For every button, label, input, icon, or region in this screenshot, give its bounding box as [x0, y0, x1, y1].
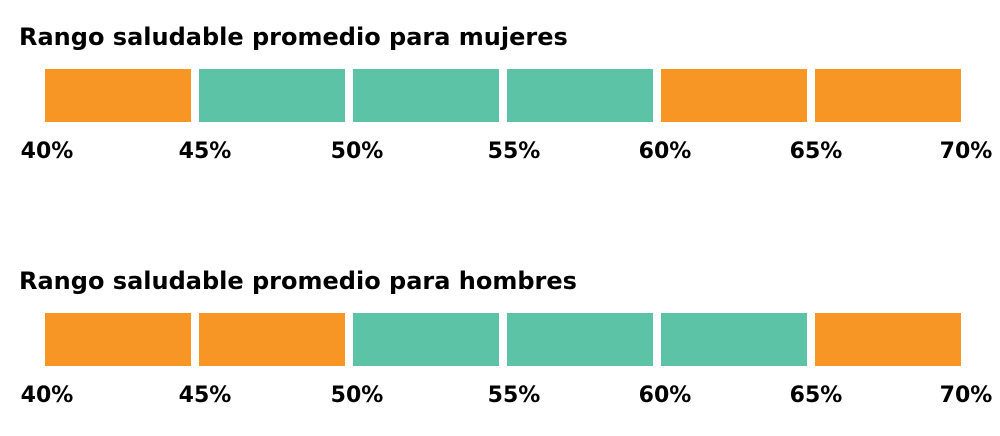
men-range-title: Rango saludable promedio para hombres	[19, 267, 577, 295]
women-segment-65-70	[815, 69, 961, 122]
men-tick-65: 65%	[789, 383, 843, 408]
women-segment-55-60	[507, 69, 653, 122]
women-segment-60-65	[661, 69, 807, 122]
men-tick-60: 60%	[638, 383, 692, 408]
men-tick-55: 55%	[487, 383, 541, 408]
women-segment-50-55	[353, 69, 499, 122]
men-tick-50: 50%	[330, 383, 384, 408]
women-segment-40-45	[45, 69, 191, 122]
men-range-bar	[45, 313, 961, 366]
men-tick-70: 70%	[939, 383, 993, 408]
women-range-title: Rango saludable promedio para mujeres	[19, 23, 568, 51]
women-tick-45: 45%	[178, 139, 232, 164]
men-segment-40-45	[45, 313, 191, 366]
men-tick-45: 45%	[178, 383, 232, 408]
women-tick-70: 70%	[939, 139, 993, 164]
women-tick-40: 40%	[20, 139, 74, 164]
men-segment-45-50	[199, 313, 345, 366]
men-range-section: Rango saludable promedio para hombres 40…	[0, 266, 1000, 426]
women-tick-65: 65%	[789, 139, 843, 164]
women-range-section: Rango saludable promedio para mujeres 40…	[0, 22, 1000, 182]
men-tick-40: 40%	[20, 383, 74, 408]
women-tick-55: 55%	[487, 139, 541, 164]
women-range-bar	[45, 69, 961, 122]
women-tick-50: 50%	[330, 139, 384, 164]
men-segment-55-60	[507, 313, 653, 366]
women-tick-60: 60%	[638, 139, 692, 164]
men-segment-60-65	[661, 313, 807, 366]
men-segment-50-55	[353, 313, 499, 366]
men-segment-65-70	[815, 313, 961, 366]
women-segment-45-50	[199, 69, 345, 122]
